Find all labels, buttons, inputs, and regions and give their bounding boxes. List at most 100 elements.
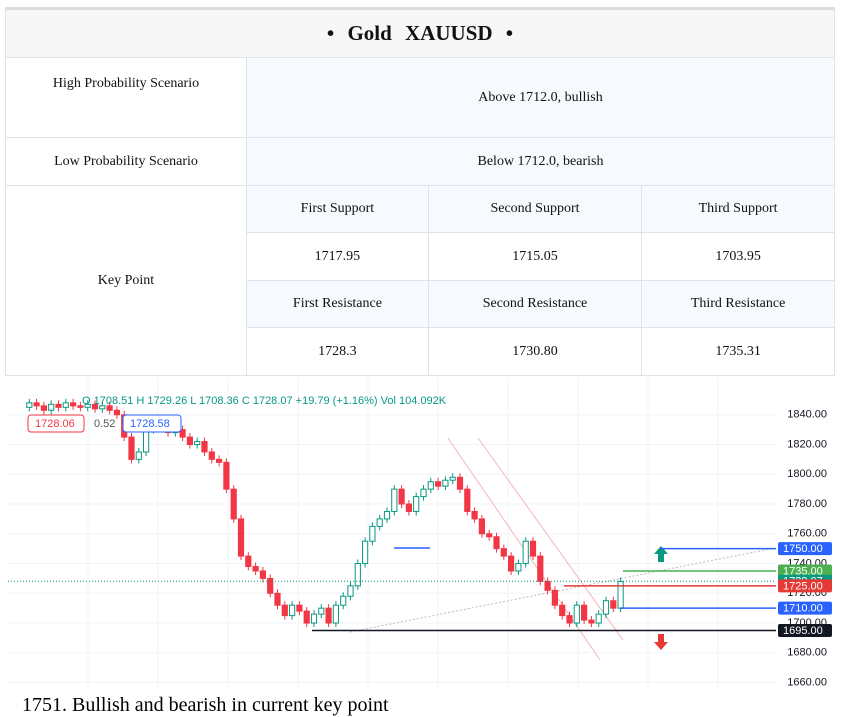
key-point-label: Key Point xyxy=(5,185,247,376)
y-tick-label: 1800.00 xyxy=(787,468,827,480)
level-label: 1695.00 xyxy=(783,625,823,637)
candle xyxy=(303,610,310,624)
candle xyxy=(289,604,296,617)
candle xyxy=(26,402,33,408)
candle xyxy=(595,613,602,624)
candle xyxy=(537,555,544,582)
candle xyxy=(464,488,471,512)
candle xyxy=(70,402,77,407)
spread: 0.52 xyxy=(94,418,115,430)
candle xyxy=(413,496,420,512)
candle xyxy=(340,595,347,606)
candle xyxy=(55,403,62,408)
candle xyxy=(544,580,551,591)
candle xyxy=(610,600,617,609)
candle xyxy=(471,510,478,520)
candle xyxy=(449,476,456,481)
value-cell: 1717.95 xyxy=(246,232,429,281)
value-cell: 1703.95 xyxy=(641,232,835,281)
level-label: 1710.00 xyxy=(783,603,823,615)
candle xyxy=(500,548,507,557)
arrow-down xyxy=(654,634,668,650)
candle xyxy=(237,518,245,557)
analysis-table: • Gold XAUUSD • High Probability Scenari… xyxy=(5,7,835,376)
scenario-text: Below 1712.0, bearish xyxy=(246,137,835,186)
candle xyxy=(442,479,449,487)
y-tick-label: 1840.00 xyxy=(787,409,827,421)
candle xyxy=(522,540,529,565)
candle xyxy=(529,540,537,557)
level-box xyxy=(778,542,832,556)
candle xyxy=(245,555,252,568)
candle xyxy=(332,604,339,624)
header-cell: Third Resistance xyxy=(641,280,835,328)
level-box xyxy=(778,601,832,615)
candle xyxy=(398,488,405,505)
candle xyxy=(216,458,223,463)
candle xyxy=(588,619,595,624)
candle xyxy=(106,405,113,411)
candle xyxy=(259,570,267,579)
candle xyxy=(296,604,303,612)
y-tick-label: 1660.00 xyxy=(787,676,827,688)
candle xyxy=(369,525,376,542)
level-box xyxy=(778,579,832,593)
bid-label: 1728.06 xyxy=(35,418,75,430)
ask-box xyxy=(122,414,182,433)
candle xyxy=(493,536,500,550)
candle xyxy=(486,533,493,538)
candle xyxy=(186,436,194,446)
value-cell: 1728.3 xyxy=(246,327,429,376)
level-label: 1735.00 xyxy=(783,565,823,577)
candle xyxy=(91,403,99,410)
title: • Gold XAUUSD • xyxy=(5,7,835,58)
candle xyxy=(405,503,412,512)
candle xyxy=(33,402,40,407)
candle xyxy=(347,585,354,597)
header-cell: Second Resistance xyxy=(427,280,643,328)
candle xyxy=(420,488,427,498)
candle xyxy=(559,604,566,617)
candle xyxy=(318,607,325,615)
footer-text: 1751. Bullish and bearish in current key… xyxy=(22,694,389,716)
level-label: 1750.00 xyxy=(783,543,823,555)
candle xyxy=(310,613,318,624)
y-tick-label: 1820.00 xyxy=(787,438,827,450)
candle xyxy=(456,476,464,490)
candle xyxy=(566,615,573,624)
candle xyxy=(194,441,201,446)
candle xyxy=(179,429,186,438)
trend-line xyxy=(349,547,776,633)
candle xyxy=(427,481,434,490)
candle xyxy=(508,555,515,572)
candle xyxy=(383,510,391,520)
candle xyxy=(325,607,332,624)
candle xyxy=(515,563,522,572)
scenario-text: Above 1712.0, bullish xyxy=(246,57,835,138)
candle xyxy=(62,402,69,408)
candle xyxy=(230,488,237,520)
y-tick-label: 1760.00 xyxy=(787,528,827,540)
price-chart: 1660.001680.001700.001720.001740.001760.… xyxy=(8,378,835,690)
header-cell: First Resistance xyxy=(246,280,429,328)
scenario-label: High Probability Scenario xyxy=(5,57,247,138)
candle xyxy=(77,405,84,408)
candle xyxy=(208,451,215,460)
candle xyxy=(573,604,580,624)
candle xyxy=(551,589,558,606)
level-box xyxy=(778,564,832,578)
y-tick-label: 1780.00 xyxy=(787,498,827,510)
bid-box xyxy=(27,414,85,433)
level-label: 1725.00 xyxy=(783,580,823,592)
candle xyxy=(99,405,106,410)
ohlc-text: O 1708.51 H 1729.26 L 1708.36 C 1728.07 … xyxy=(82,395,447,407)
candle xyxy=(113,409,121,416)
candle xyxy=(602,600,610,615)
candle xyxy=(252,566,259,572)
channel-line xyxy=(477,437,624,641)
ask-label: 1728.58 xyxy=(130,418,170,430)
candle xyxy=(143,429,150,453)
candle xyxy=(281,604,288,617)
candle xyxy=(354,563,361,587)
